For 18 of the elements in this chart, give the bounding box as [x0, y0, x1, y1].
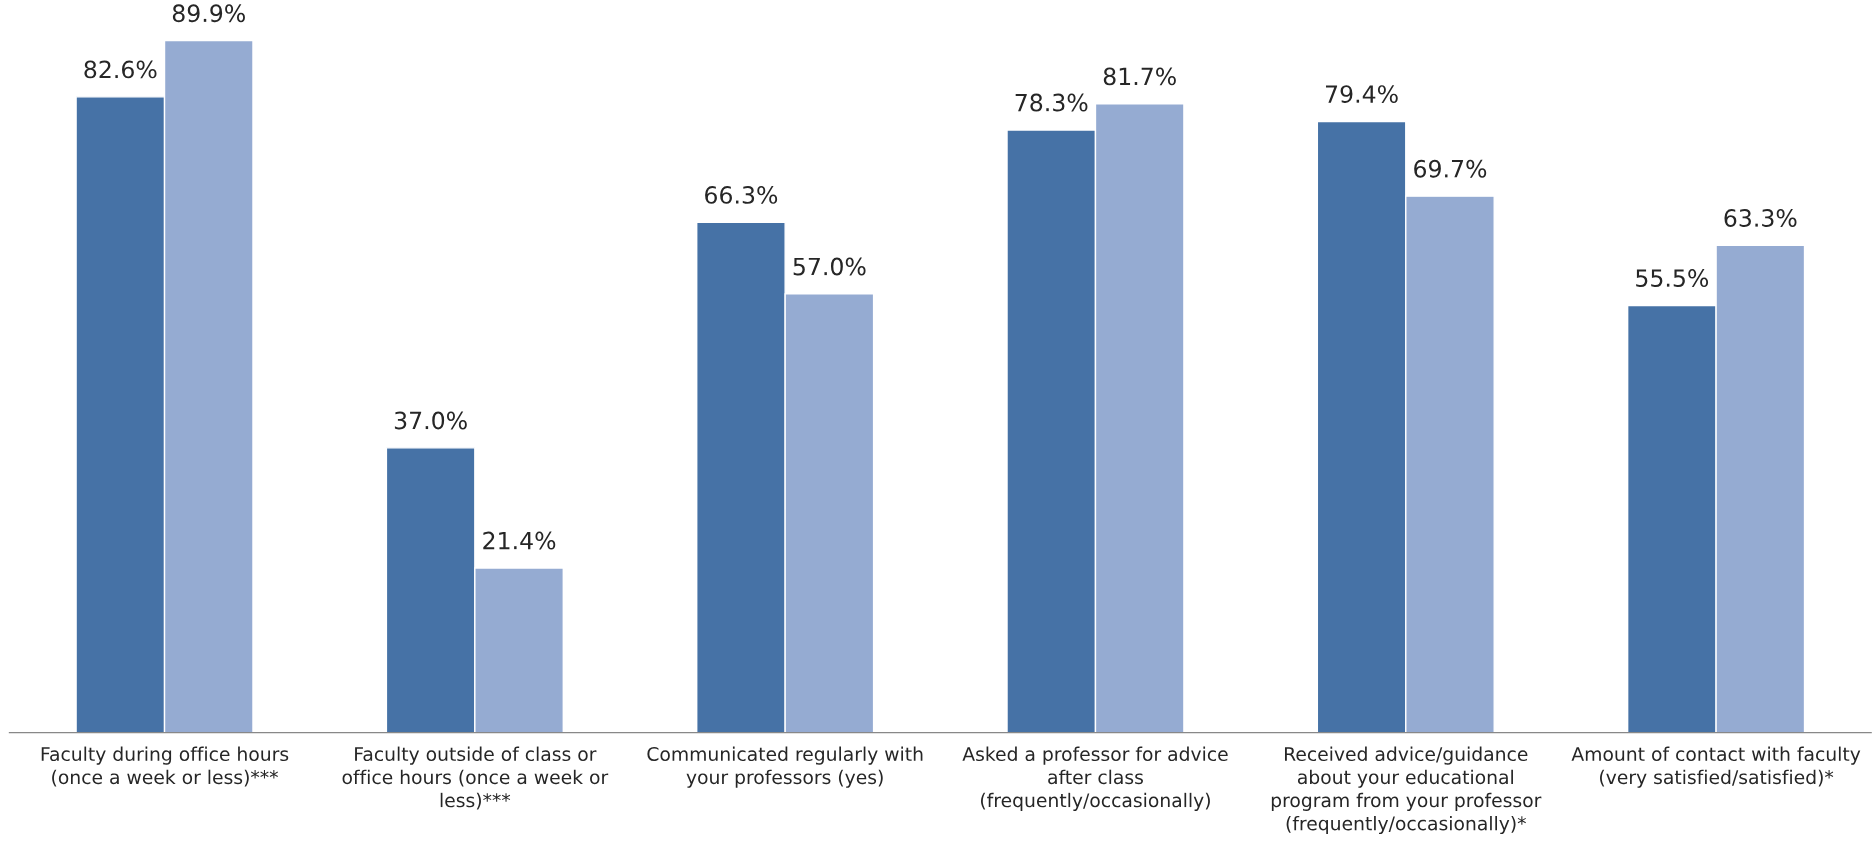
data-label: 57.0%	[793, 257, 866, 276]
x-tick-label: Faculty outside of class or office hours (once a week or less)***	[342, 746, 609, 810]
data-label: 82.6%	[84, 60, 157, 79]
data-label: 37.0%	[394, 411, 467, 430]
data-label: 63.3%	[1724, 209, 1797, 227]
x-tick-label: Received advice/guidance about your educational program from your professor (frequently/occasionally)*	[1271, 746, 1542, 835]
x-tick-label: Amount of contact with faculty (very satisfied/satisfied)*	[1571, 746, 1861, 788]
data-label: 21.4%	[483, 531, 556, 550]
x-tick-label: Asked a professor for advice after class (frequently/occasionally)	[962, 746, 1228, 811]
x-tick-label: Communicated regularly with your professors (yes)	[647, 746, 923, 788]
data-label: 69.7%	[1414, 159, 1487, 178]
data-label: 66.3%	[705, 185, 778, 204]
data-label: 79.4%	[1326, 85, 1398, 103]
data-label: 55.5%	[1636, 269, 1709, 287]
data-label: 78.3%	[1015, 93, 1088, 112]
data-label: 81.7%	[1103, 67, 1176, 86]
data-label: 89.9%	[172, 4, 245, 23]
x-tick-label: Faculty during office hours (once a week or less)***	[41, 746, 289, 787]
